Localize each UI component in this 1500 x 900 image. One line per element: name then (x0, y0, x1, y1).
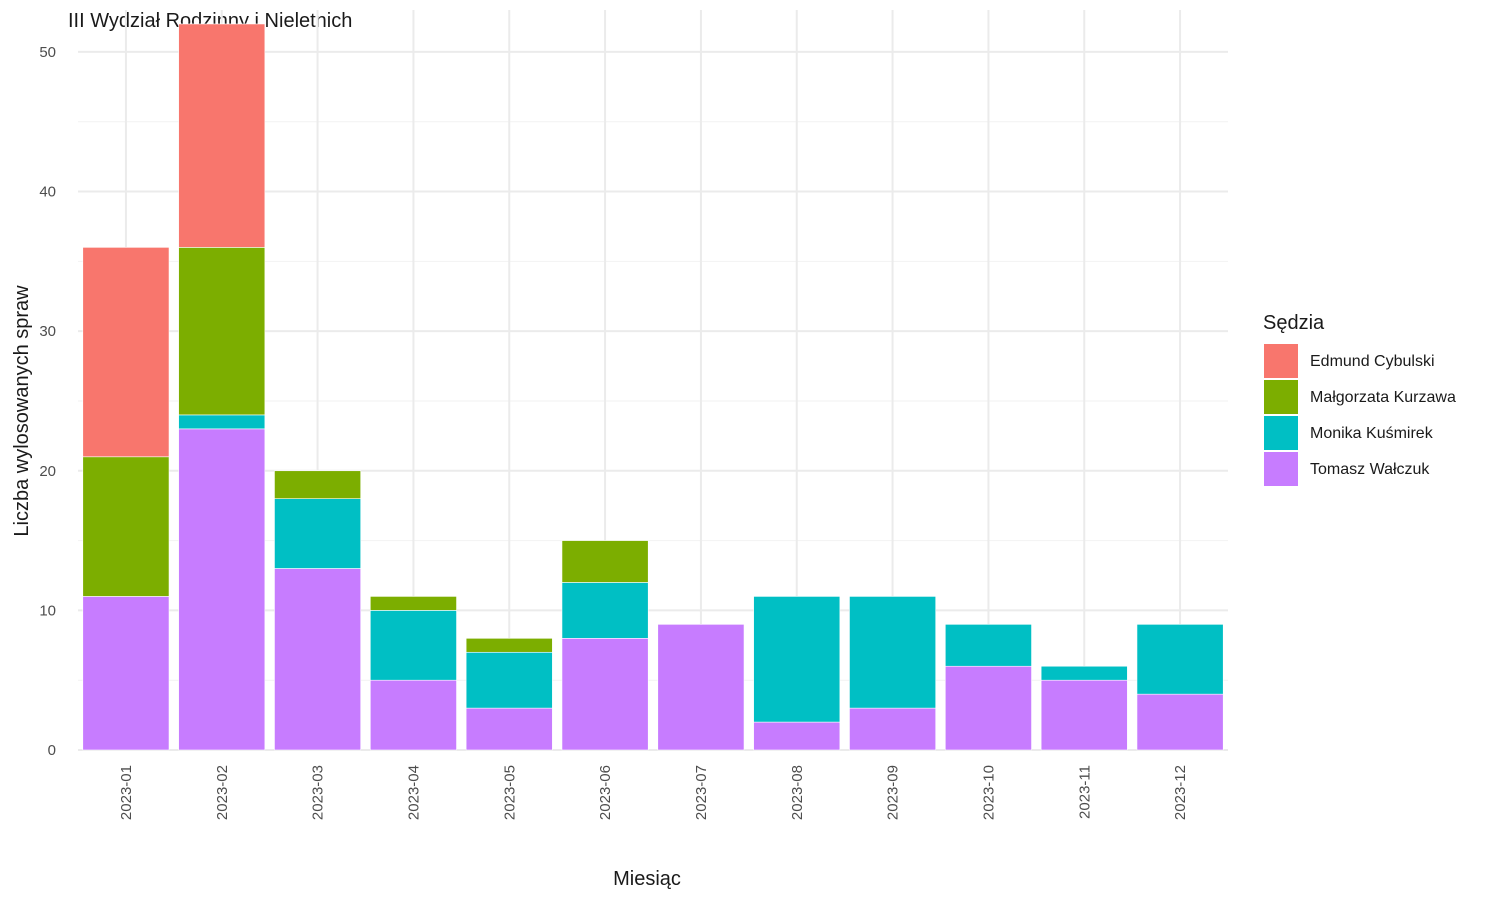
x-tick-label: 2023-07 (693, 765, 710, 820)
y-tick-label: 0 (48, 742, 56, 759)
bar-segment (849, 707, 937, 751)
legend-swatch (1264, 344, 1298, 378)
x-tick-label: 2023-11 (1076, 765, 1093, 819)
y-tick-label: 20 (39, 463, 56, 480)
bar-segment (178, 414, 266, 430)
legend-label: Małgorzata Kurzawa (1310, 389, 1456, 406)
bar-segment (561, 638, 649, 751)
bar-segment (178, 247, 266, 416)
legend-swatch (1264, 380, 1298, 414)
x-tick-label: 2023-03 (310, 765, 327, 820)
x-tick-label: 2023-01 (118, 765, 135, 820)
bar-segment (369, 596, 457, 611)
bar-segment (753, 596, 841, 723)
bar-segment (465, 651, 553, 709)
bar-segment (1136, 624, 1224, 695)
bar-segment (82, 247, 170, 458)
legend-label: Monika Kuśmirek (1310, 425, 1434, 442)
y-tick-label: 10 (39, 602, 56, 619)
x-tick-label: 2023-04 (405, 765, 422, 820)
legend-title: Sędzia (1263, 312, 1325, 334)
legend-swatch (1264, 416, 1298, 450)
bar-segment (274, 498, 362, 569)
x-tick-label: 2023-02 (214, 765, 231, 820)
bar-segment (561, 582, 649, 639)
bar-segment (82, 456, 170, 597)
x-axis-ticks: 2023-01 2023-02 2023-03 2023-04 2023-05 2023-… (118, 765, 1189, 820)
bar-segment (753, 721, 841, 751)
x-axis-title: Miesiąc (613, 868, 681, 890)
bar-segment (178, 428, 266, 751)
legend-label: Tomasz Wałczuk (1310, 461, 1430, 478)
y-axis-ticks: 0 10 20 30 40 50 (39, 44, 56, 759)
chart-title: III Wydział Rodzinny i Nieletnich (68, 10, 352, 32)
bar-segment (944, 624, 1032, 667)
bar-segment (465, 638, 553, 653)
bar-segment (274, 470, 362, 499)
x-tick-label: 2023-12 (1172, 765, 1189, 820)
x-tick-label: 2023-09 (885, 765, 902, 820)
bar-segment (82, 596, 170, 751)
bar-segment (465, 707, 553, 751)
y-tick-label: 50 (39, 44, 56, 61)
y-axis-title: Liczba wylosowanych spraw (11, 285, 33, 537)
x-tick-label: 2023-05 (501, 765, 518, 820)
bar-segment (274, 568, 362, 751)
bar-segment (178, 23, 266, 248)
bar-segment (561, 540, 649, 583)
bar-segment (849, 596, 937, 709)
bars (82, 23, 1224, 751)
bar-segment (1136, 693, 1224, 751)
bar-segment (369, 679, 457, 751)
y-tick-label: 30 (39, 323, 56, 340)
bar-segment (1040, 665, 1128, 681)
bar-segment (1040, 679, 1128, 751)
legend: Sędzia Edmund Cybulski Małgorzata Kurzawa… (1263, 312, 1456, 486)
x-tick-label: 2023-06 (597, 765, 614, 820)
x-tick-label: 2023-10 (980, 765, 997, 820)
y-tick-label: 40 (39, 184, 56, 201)
legend-swatch (1264, 452, 1298, 486)
bar-segment (657, 624, 745, 751)
legend-label: Edmund Cybulski (1310, 353, 1435, 370)
bar-segment (369, 610, 457, 681)
x-tick-label: 2023-08 (789, 765, 806, 820)
bar-segment (944, 665, 1032, 751)
